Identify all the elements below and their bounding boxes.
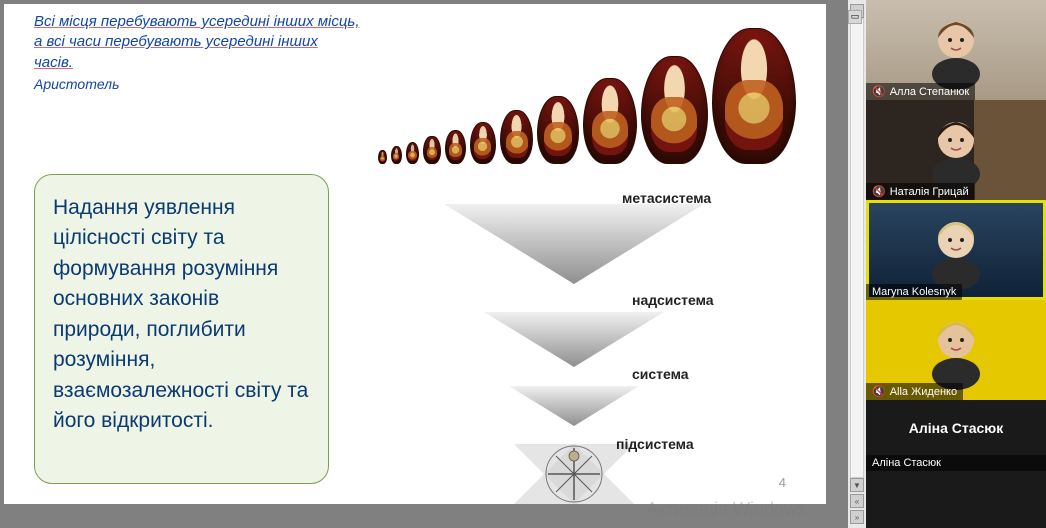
matryoshka-doll bbox=[406, 142, 420, 164]
label-subsystem: підсистема bbox=[616, 436, 694, 452]
participant-name-bar: Maryna Kolesnyk bbox=[866, 284, 962, 300]
triangle-nadsystem bbox=[484, 312, 664, 367]
matryoshka-doll bbox=[537, 96, 579, 164]
matryoshka-doll bbox=[378, 150, 387, 164]
participant-tile[interactable]: Maryna Kolesnyk bbox=[866, 200, 1046, 300]
triangle-metasystem bbox=[444, 204, 704, 284]
matryoshka-doll bbox=[712, 28, 796, 164]
participant-name: Наталія Грицай bbox=[890, 186, 969, 198]
quote-line-2: а всі часи перебувають усередині інших bbox=[34, 33, 318, 50]
self-name-label: Аліна Стасюк bbox=[909, 420, 1004, 436]
prev-slide-button[interactable]: « bbox=[850, 494, 864, 508]
participant-tile[interactable]: 🔇 Alla Жиденко bbox=[866, 300, 1046, 400]
self-bar-label: Аліна Стасюк bbox=[872, 457, 941, 469]
mute-icon: 🔇 bbox=[872, 185, 886, 198]
slide-page-number: 4 bbox=[779, 475, 786, 490]
participant-name: Алла Степанюк bbox=[890, 86, 970, 98]
matryoshka-doll bbox=[641, 56, 708, 164]
matryoshka-doll bbox=[470, 122, 496, 164]
concept-text: Надання уявлення цілісності світу та фор… bbox=[53, 196, 308, 432]
participant-name-bar: 🔇 Alla Жиденко bbox=[866, 383, 963, 400]
label-nadsystem: надсистема bbox=[632, 292, 714, 308]
triangle-system bbox=[509, 386, 639, 426]
quote-line-3: часів. bbox=[34, 54, 73, 71]
participant-tile[interactable]: 🔇 Наталія Грицай bbox=[866, 100, 1046, 200]
slide-scrollbar[interactable]: ▲ ▼ « » bbox=[848, 0, 866, 528]
participant-tile[interactable]: 🔇 Алла Степанюк bbox=[866, 0, 1046, 100]
powerpoint-slide: Всі місця перебувають усередині інших мі… bbox=[4, 4, 826, 504]
participant-name: Alla Жиденко bbox=[890, 386, 957, 398]
matryoshka-doll bbox=[391, 146, 402, 164]
participant-name-bar: 🔇 Алла Степанюк bbox=[866, 83, 975, 100]
mute-icon: 🔇 bbox=[872, 85, 886, 98]
app-root: Всі місця перебувають усередині інших мі… bbox=[0, 0, 1046, 528]
scroll-track[interactable] bbox=[850, 18, 864, 478]
hierarchy-diagram: метасистема надсистема система bbox=[384, 184, 764, 504]
matryoshka-doll bbox=[583, 78, 636, 164]
concept-text-box: Надання уявлення цілісності світу та фор… bbox=[34, 174, 329, 484]
window-control-icon[interactable]: ▭ bbox=[848, 10, 862, 24]
matryoshka-doll bbox=[445, 130, 466, 164]
self-name-tile: Аліна Стасюк bbox=[866, 400, 1046, 455]
label-system: система bbox=[632, 366, 689, 382]
participant-name-bar: 🔇 Наталія Грицай bbox=[866, 183, 975, 200]
mute-icon: 🔇 bbox=[872, 385, 886, 398]
label-metasystem: метасистема bbox=[622, 190, 711, 206]
participant-name: Maryna Kolesnyk bbox=[872, 286, 956, 298]
scroll-down-button[interactable]: ▼ bbox=[850, 478, 864, 492]
next-slide-button[interactable]: » bbox=[850, 510, 864, 524]
windows-activation-watermark: Активація Windows bbox=[646, 499, 806, 520]
shared-screen: Всі місця перебувають усередині інших мі… bbox=[0, 0, 866, 528]
matryoshka-doll bbox=[500, 110, 533, 164]
self-bar: Аліна Стасюк bbox=[866, 455, 1046, 477]
matryoshka-row bbox=[304, 24, 796, 164]
matryoshka-doll bbox=[423, 136, 440, 164]
participants-panel: 🔇 Алла Степанюк 🔇 Наталія Грицай Maryna Kole… bbox=[866, 0, 1046, 528]
